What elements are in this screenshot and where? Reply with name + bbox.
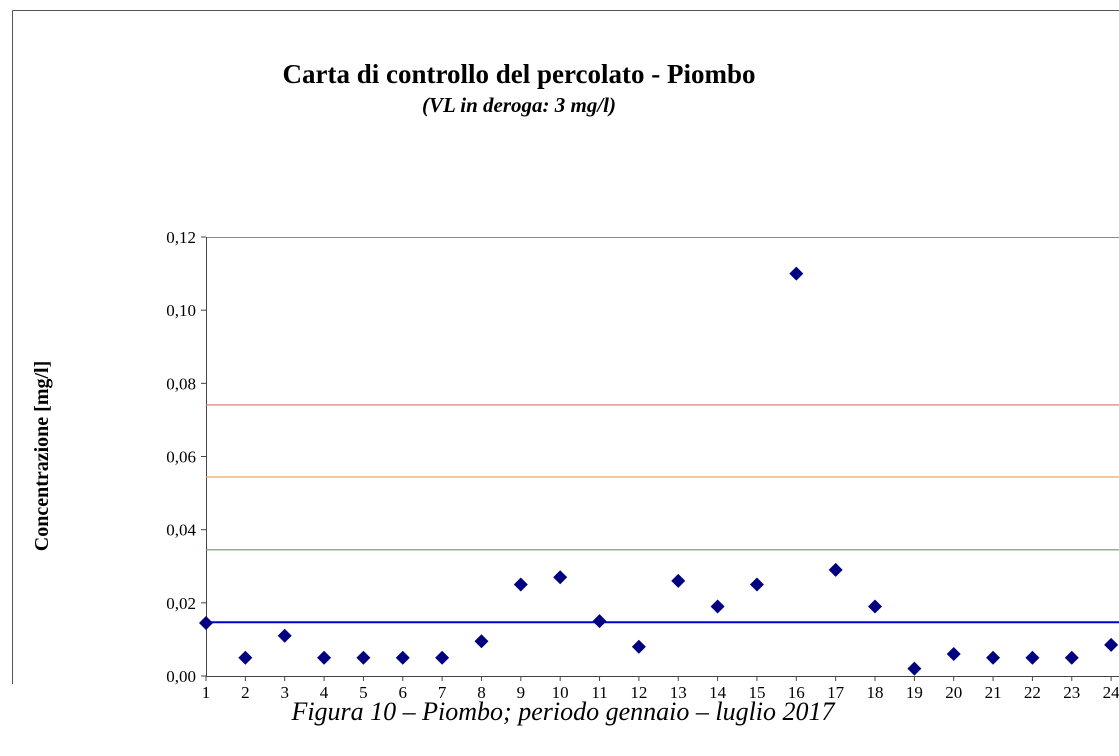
data-point — [553, 570, 568, 585]
data-point — [1104, 637, 1119, 652]
x-tick-label: 2 — [241, 683, 250, 702]
x-tick-label: 15 — [748, 683, 765, 702]
y-tick-label: 0,12 — [166, 228, 196, 247]
data-point — [789, 266, 804, 281]
y-tick-label: 0,04 — [166, 521, 196, 540]
x-tick-label: 1 — [202, 683, 211, 702]
y-tick-label: 0,02 — [166, 594, 196, 613]
data-point — [513, 577, 528, 592]
x-tick-label: 10 — [552, 683, 569, 702]
x-tick-label: 21 — [985, 683, 1002, 702]
y-tick-label: 0,06 — [166, 448, 196, 467]
x-tick-label: 19 — [906, 683, 923, 702]
x-tick-label: 20 — [945, 683, 962, 702]
data-point — [671, 573, 686, 588]
y-tick-label: 0,08 — [166, 374, 196, 393]
x-tick-label: 16 — [788, 683, 805, 702]
y-tick-label: 0,10 — [166, 301, 196, 320]
x-tick-label: 12 — [630, 683, 647, 702]
x-tick-label: 13 — [670, 683, 687, 702]
data-point — [631, 639, 646, 654]
data-point — [277, 628, 292, 643]
data-point — [828, 562, 843, 577]
data-point — [907, 661, 922, 676]
data-point — [986, 650, 1001, 665]
data-point — [356, 650, 371, 665]
x-tick-label: 3 — [280, 683, 289, 702]
x-tick-label: 6 — [399, 683, 408, 702]
data-point — [317, 650, 332, 665]
data-point — [749, 577, 764, 592]
data-point — [395, 650, 410, 665]
x-tick-label: 18 — [867, 683, 884, 702]
chart-subtitle: (VL in deroga: 3 mg/l) — [422, 93, 616, 117]
chart-title: Carta di controllo del percolato - Piomb… — [283, 59, 756, 89]
x-tick-label: 23 — [1063, 683, 1080, 702]
x-tick-label: 24 — [1103, 683, 1119, 702]
data-point — [435, 650, 450, 665]
data-point — [710, 599, 725, 614]
y-axis-label: Concentrazione [mg/l] — [31, 361, 53, 552]
x-tick-label: 5 — [359, 683, 368, 702]
data-point — [238, 650, 253, 665]
data-point — [592, 614, 607, 629]
x-tick-label: 9 — [517, 683, 526, 702]
x-tick-label: 8 — [477, 683, 486, 702]
data-point — [1025, 650, 1040, 665]
data-point — [946, 647, 961, 662]
data-point — [1064, 650, 1079, 665]
y-tick-label: 0,00 — [166, 667, 196, 686]
x-tick-label: 4 — [320, 683, 329, 702]
x-tick-label: 22 — [1024, 683, 1041, 702]
data-point — [868, 599, 883, 614]
x-tick-label: 17 — [827, 683, 845, 702]
data-point — [474, 634, 489, 649]
data-point — [199, 615, 213, 630]
x-tick-label: 11 — [591, 683, 607, 702]
caption: Figura 10 – Piombo; periodo gennaio – lu… — [290, 697, 835, 726]
x-tick-label: 7 — [438, 683, 447, 702]
x-tick-label: 14 — [709, 683, 727, 702]
